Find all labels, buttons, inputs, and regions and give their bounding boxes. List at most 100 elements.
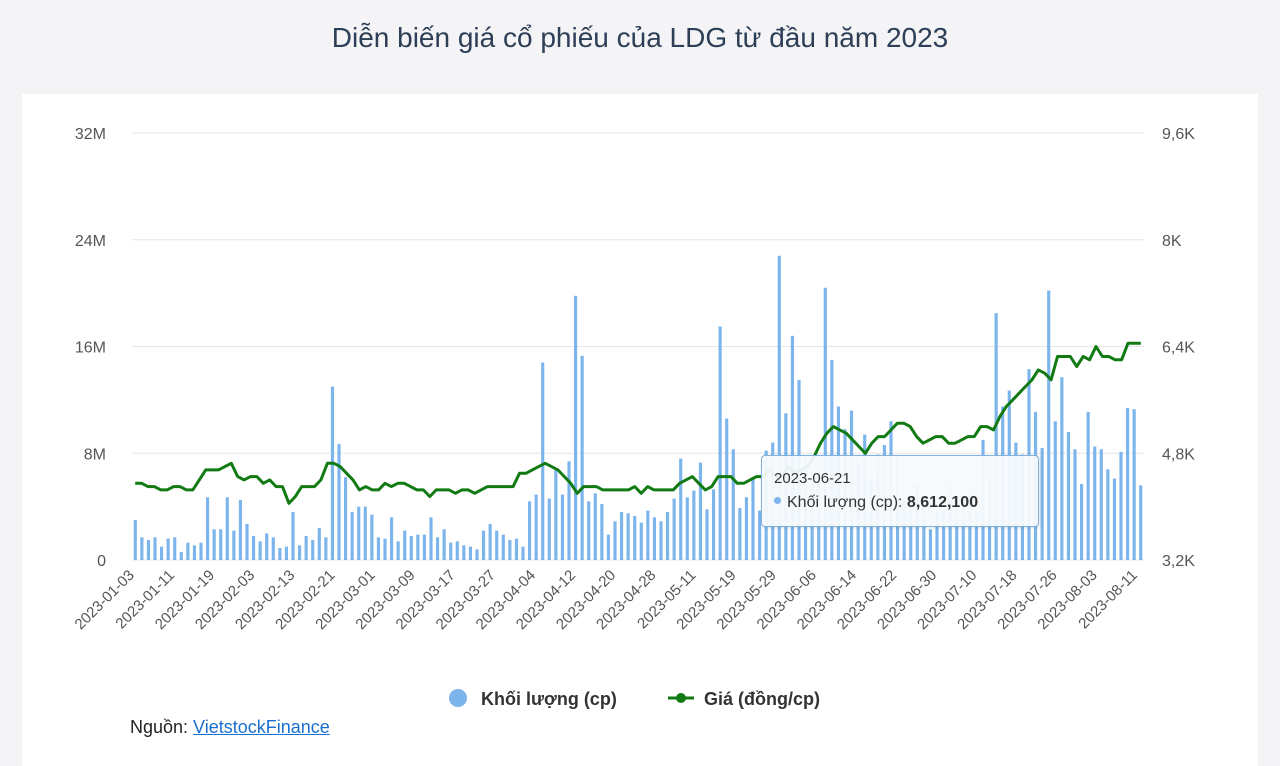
volume-bar: [1099, 449, 1103, 560]
volume-bar: [376, 537, 381, 560]
right-axis-tick-label: 8K: [1162, 233, 1182, 250]
volume-bar: [278, 547, 282, 560]
legend-volume-label: Khối lượng (cp): [481, 689, 617, 709]
volume-bar: [672, 498, 676, 560]
volume-bar: [560, 494, 565, 560]
right-axis-tick-label: 9,6K: [1162, 126, 1195, 143]
volume-bar: [435, 537, 440, 560]
volume-bar: [166, 538, 170, 560]
volume-bar: [462, 545, 466, 560]
volume-bar: [475, 549, 479, 560]
volume-bar: [140, 537, 144, 560]
left-axis-tick-label: 24M: [75, 233, 106, 250]
tooltip-row: Khối lượng (cp): 8,612,100: [774, 494, 1026, 512]
volume-bar: [941, 510, 946, 560]
left-axis-tick-label: 0: [97, 553, 106, 570]
volume-bar: [1093, 446, 1097, 560]
volume-bar: [652, 517, 657, 560]
right-axis-tick-label: 3,2K: [1162, 553, 1195, 570]
volume-bar: [1060, 377, 1064, 560]
volume-bar: [1073, 449, 1077, 560]
volume-bar: [587, 501, 591, 560]
volume-bar: [192, 545, 197, 560]
volume-bar: [922, 502, 926, 560]
tooltip-label: Khối lượng (cp):: [787, 494, 907, 511]
volume-bar: [297, 545, 302, 560]
volume-bar: [133, 519, 137, 560]
volume-bar: [153, 537, 157, 560]
source-note: Nguồn: VietstockFinance: [130, 717, 330, 738]
legend-volume-icon: [449, 689, 467, 707]
volume-bar: [757, 510, 762, 560]
volume-bar: [646, 510, 650, 560]
chart-title: Diễn biến giá cổ phiếu của LDG từ đầu nă…: [331, 22, 949, 53]
volume-bar: [738, 507, 742, 560]
source-link[interactable]: VietstockFinance: [193, 717, 330, 737]
volume-bar: [1086, 411, 1090, 560]
volume-bar: [146, 539, 151, 560]
volume-bar: [685, 497, 689, 560]
volume-bar: [350, 511, 354, 560]
volume-bar: [311, 539, 315, 560]
volume-bar: [330, 386, 335, 560]
volume-bar: [823, 287, 827, 560]
volume-bar: [659, 521, 663, 560]
volume-bar: [521, 546, 525, 560]
volume-bar: [1139, 485, 1143, 560]
chart-card: 0 3,2K 8M 4,8K 16M 6,4K 24M 8K 32M 9,6K 2023-01-03…: [22, 94, 1258, 766]
right-axis-tick-label: 4,8K: [1162, 446, 1195, 463]
tooltip-date: 2023-06-21: [774, 470, 851, 487]
volume-bar: [1066, 431, 1071, 560]
volume-bar: [955, 505, 959, 560]
volume-bar: [974, 513, 979, 560]
volume-bar: [429, 517, 433, 560]
volume-bar: [271, 537, 275, 560]
volume-bar: [343, 477, 348, 560]
volume-bar: [383, 538, 387, 560]
chart-tooltip: 2023-06-21 Khối lượng (cp): 8,612,100: [761, 455, 1039, 527]
volume-bar: [219, 529, 223, 560]
volume-bar: [1047, 290, 1051, 560]
volume-bar: [455, 541, 459, 560]
volume-bar: [665, 511, 670, 560]
volume-bar: [173, 537, 177, 560]
volume-bar: [396, 541, 400, 560]
volume-bar: [626, 513, 630, 560]
volume-bar: [1125, 407, 1130, 560]
volume-bar: [468, 546, 473, 560]
volume-bar: [1079, 483, 1084, 560]
volume-bar: [403, 530, 407, 560]
volume-bar: [442, 529, 446, 560]
right-axis-tick-label: 6,4K: [1162, 340, 1195, 357]
volume-bar: [363, 506, 367, 560]
volume-bar: [619, 511, 624, 560]
volume-bar: [508, 539, 512, 560]
volume-bar: [705, 509, 709, 560]
volume-bar: [199, 542, 203, 560]
legend-price-label: Giá (đồng/cp): [704, 689, 820, 709]
volume-bar: [547, 498, 551, 560]
volume-bar: [600, 503, 604, 560]
volume-bar: [179, 551, 183, 560]
volume-bar: [205, 497, 210, 560]
volume-bar: [731, 449, 735, 560]
volume-bar: [725, 418, 729, 560]
volume-bar: [1132, 409, 1136, 560]
volume-bar: [1040, 447, 1044, 560]
volume-bar: [159, 546, 164, 560]
volume-bar: [501, 534, 505, 560]
volume-bar: [1106, 469, 1110, 560]
volume-bar: [481, 530, 486, 560]
volume-bar: [514, 538, 519, 560]
volume-bar: [186, 542, 190, 560]
volume-bar: [232, 530, 236, 560]
volume-bar: [409, 535, 413, 560]
left-axis-tick-label: 16M: [75, 340, 106, 357]
volume-bar: [251, 535, 256, 560]
volume-bar: [389, 517, 394, 560]
volume-bar: [790, 335, 795, 560]
volume-bar: [304, 535, 308, 560]
volume-bar: [777, 255, 781, 560]
volume-bar: [337, 443, 341, 560]
